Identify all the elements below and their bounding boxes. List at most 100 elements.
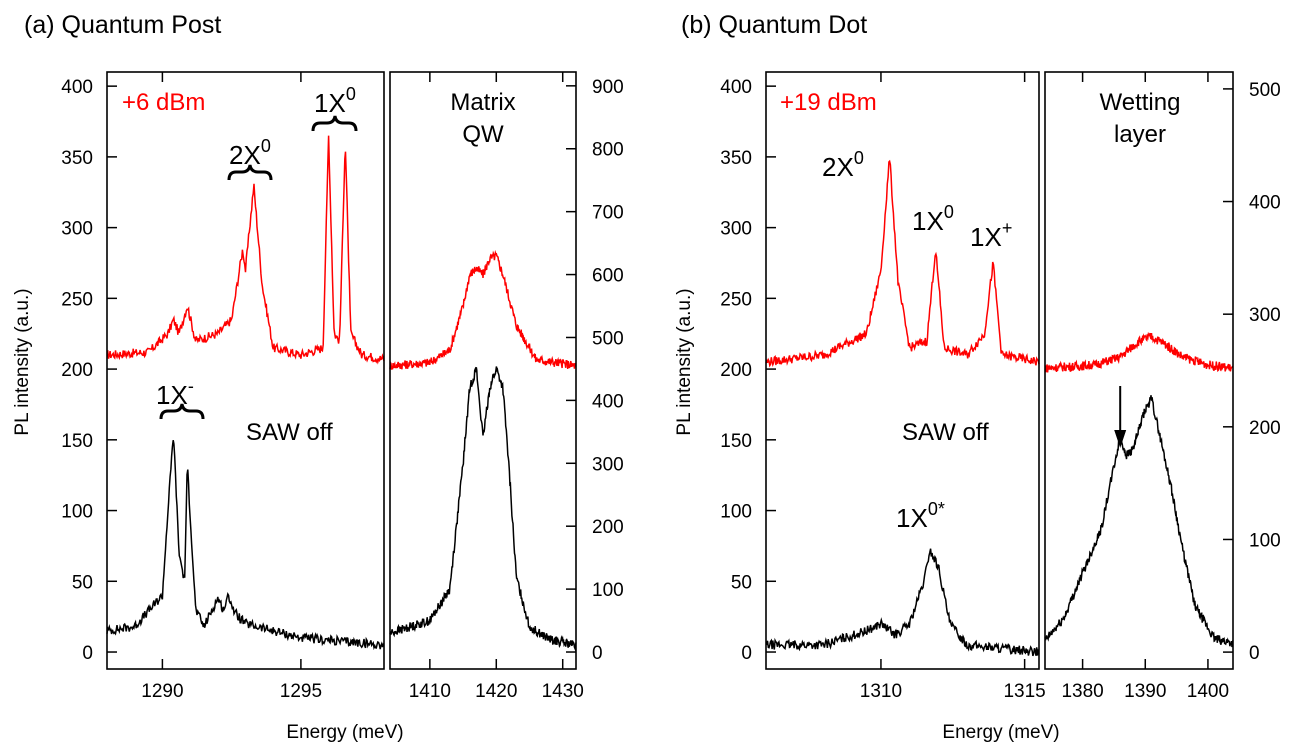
- saw-off-label-b: SAW off: [902, 419, 989, 446]
- title-b: (b) Quantum Dot: [681, 11, 867, 39]
- xticks-a-left: 1290 1295: [141, 72, 322, 702]
- series-saw-on-b-right: [1044, 331, 1234, 373]
- right-y-tick-label: 500: [592, 328, 624, 349]
- wetting-label-line2: layer: [1114, 121, 1166, 148]
- y-tick-label: 150: [720, 431, 752, 452]
- x-tick-label: 1390: [1124, 681, 1166, 702]
- right-y-tick-label: 900: [592, 77, 624, 98]
- frame-a-left: [106, 71, 385, 670]
- plot-area-a-right: [389, 249, 577, 652]
- right-y-tick-label: 500: [1249, 80, 1281, 101]
- x-tick-label: 1310: [860, 681, 902, 702]
- xlabel-a: Energy (meV): [286, 722, 403, 743]
- xticks-b-left: 1310 1315: [860, 72, 1046, 702]
- right-y-tick-label: 400: [592, 391, 624, 412]
- y-tick-label: 250: [61, 289, 93, 310]
- right-y-tick-label: 300: [1249, 305, 1281, 326]
- brace-1x-minus: [159, 403, 205, 420]
- label-2x0-a: 2X0: [229, 136, 271, 170]
- xlabel-b: Energy (meV): [942, 722, 1059, 743]
- y-tick-label: 100: [720, 502, 752, 523]
- panel-b-left: 0 50 100 150 200 250 300 350 400 1310 1315: [720, 71, 1046, 702]
- xticks-a-right: 1410 1420 1430: [409, 72, 584, 702]
- plot-area-b-left: [765, 159, 1040, 657]
- series-saw-on-a-left: [106, 135, 385, 365]
- yticks-b-right: 0 100 200 300 400 500: [1223, 80, 1281, 664]
- plot-area-b-right: [1044, 331, 1234, 648]
- x-tick-label: 1315: [1003, 681, 1045, 702]
- brace-1x0: [311, 115, 358, 132]
- panel-b-right: 0 100 200 300 400 500 1380 1390 1400: [1044, 71, 1281, 702]
- matrix-label-line2: QW: [462, 121, 504, 148]
- y-tick-label: 400: [61, 77, 93, 98]
- label-1x0-star: 1X0*: [896, 499, 945, 533]
- right-y-tick-label: 200: [592, 517, 624, 538]
- label-1x-minus: 1X-: [156, 376, 194, 410]
- right-y-tick-label: 700: [592, 203, 624, 224]
- x-tick-label: 1400: [1187, 681, 1229, 702]
- y-tick-label: 200: [720, 360, 752, 381]
- right-y-tick-label: 0: [1249, 643, 1260, 664]
- yticks-a-right: 0 100 200 300 400 500 600 700 800 900: [566, 77, 624, 664]
- figure-a: (a) Quantum Post PL intensity (a.u.) Ene…: [12, 11, 624, 743]
- frame-b-right: [1044, 71, 1234, 670]
- x-tick-label: 1420: [475, 681, 517, 702]
- power-label-b: +19 dBm: [780, 89, 877, 116]
- series-saw-off-a-left: [106, 440, 385, 651]
- y-tick-label: 100: [61, 502, 93, 523]
- label-1x0-a: 1X0: [314, 84, 356, 118]
- right-y-tick-label: 100: [1249, 530, 1281, 551]
- right-y-tick-label: 100: [592, 580, 624, 601]
- y-tick-label: 200: [61, 360, 93, 381]
- y-tick-label: 0: [741, 643, 752, 664]
- ylabel-a: PL intensity (a.u.): [12, 288, 33, 435]
- y-tick-label: 300: [61, 219, 93, 240]
- ylabel-b: PL intensity (a.u.): [674, 288, 695, 435]
- panel-a-right: 0 100 200 300 400 500 600 700 800 900 1410 1420 143…: [389, 71, 624, 702]
- yticks-a-left: 0 50 100 150 200 250 300 350 400: [61, 77, 117, 664]
- plot-area-a-left: [106, 135, 385, 651]
- x-tick-label: 1295: [280, 681, 322, 702]
- panel-a-left: 0 50 100 150 200 250 300 350 400 1290 1295: [61, 71, 385, 702]
- right-y-tick-label: 600: [592, 266, 624, 287]
- brace-2x0: [227, 164, 273, 181]
- x-tick-label: 1430: [542, 681, 584, 702]
- right-y-tick-label: 800: [592, 140, 624, 161]
- title-a: (a) Quantum Post: [24, 11, 221, 39]
- x-tick-label: 1290: [141, 681, 183, 702]
- frame-a-right: [389, 71, 577, 670]
- y-tick-label: 350: [61, 148, 93, 169]
- y-tick-label: 400: [720, 77, 752, 98]
- wetting-label-line1: Wetting: [1100, 89, 1181, 116]
- y-tick-label: 150: [61, 431, 93, 452]
- label-2x0-b: 2X0: [822, 148, 864, 182]
- right-y-tick-label: 400: [1249, 193, 1281, 214]
- saw-off-label-a: SAW off: [246, 419, 333, 446]
- xticks-b-right: 1380 1390 1400: [1061, 72, 1229, 702]
- series-saw-on-b-left: [765, 159, 1040, 368]
- y-tick-label: 50: [731, 572, 752, 593]
- series-saw-off-a-right: [389, 366, 577, 652]
- arrow-icon: [1114, 386, 1127, 448]
- matrix-label-line1: Matrix: [450, 89, 515, 116]
- right-y-tick-label: 0: [592, 643, 603, 664]
- label-1x-plus: 1X+: [970, 218, 1012, 252]
- series-saw-off-b-right: [1044, 395, 1234, 648]
- right-y-tick-label: 300: [592, 454, 624, 475]
- y-tick-label: 50: [72, 572, 93, 593]
- x-tick-label: 1380: [1061, 681, 1103, 702]
- yticks-b-left: 0 50 100 150 200 250 300 350 400: [720, 77, 776, 664]
- label-1x0-b: 1X0: [912, 202, 954, 236]
- right-y-tick-label: 200: [1249, 418, 1281, 439]
- y-tick-label: 0: [82, 643, 93, 664]
- y-tick-label: 300: [720, 219, 752, 240]
- frame-b-left: [765, 71, 1040, 670]
- x-tick-label: 1410: [409, 681, 451, 702]
- y-tick-label: 350: [720, 148, 752, 169]
- figure-b: (b) Quantum Dot PL intensity (a.u.) Ener…: [674, 11, 1281, 743]
- y-tick-label: 250: [720, 289, 752, 310]
- series-saw-off-b-left: [765, 548, 1040, 657]
- power-label-a: +6 dBm: [122, 89, 205, 116]
- series-saw-on-a-right: [389, 249, 577, 370]
